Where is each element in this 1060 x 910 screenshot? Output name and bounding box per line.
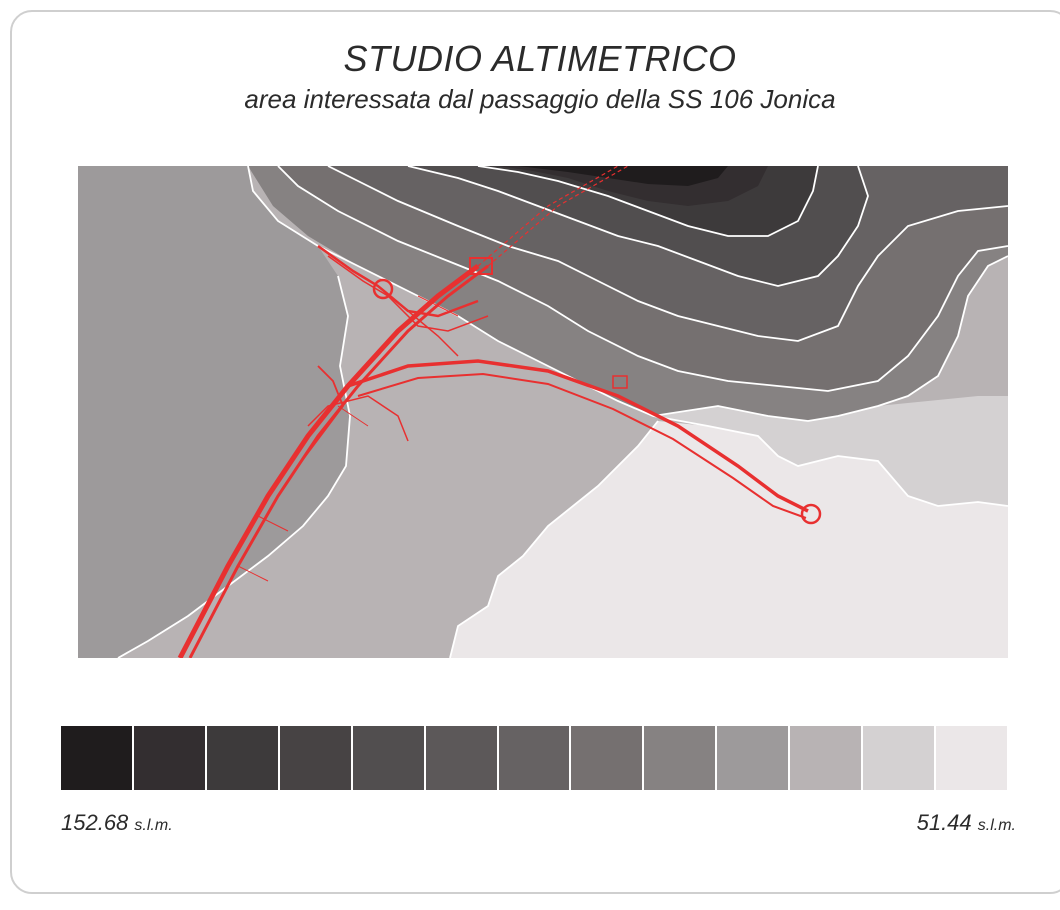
legend-swatch-1	[61, 726, 134, 790]
legend-max-label: 152.68 s.l.m.	[61, 810, 173, 836]
legend-swatch-11	[790, 726, 864, 790]
legend-swatch-3	[206, 726, 280, 790]
elevation-zone-lowest	[450, 421, 1008, 658]
legend-swatch-2	[133, 726, 207, 790]
legend-min-value: 51.44	[916, 810, 972, 835]
legend-min-unit: s.l.m.	[977, 817, 1016, 834]
legend-swatch-5	[352, 726, 426, 790]
legend-swatch-9	[644, 726, 718, 790]
legend-swatch-10	[717, 726, 791, 790]
legend-swatch-12	[863, 726, 937, 790]
elevation-map	[78, 166, 1008, 658]
legend-min-label: 51.44 s.l.m.	[866, 810, 1016, 836]
legend-swatch-6	[425, 726, 499, 790]
contour-lines	[117, 166, 1008, 658]
elevation-zone-peak	[518, 166, 728, 186]
legend-swatch-7	[498, 726, 572, 790]
legend-swatch-4	[279, 726, 353, 790]
elevation-zone-mid	[653, 396, 1008, 506]
elevation-map-svg	[78, 166, 1008, 658]
legend-max-unit: s.l.m.	[134, 817, 173, 834]
legend-max-value: 152.68	[61, 810, 129, 835]
legend-swatch-13	[936, 726, 1007, 790]
map-title: STUDIO ALTIMETRICO	[343, 38, 737, 79]
elevation-zone-west	[78, 166, 350, 658]
road-network	[177, 166, 822, 658]
map-subtitle: area interessata dal passaggio della SS …	[244, 84, 836, 114]
elevation-legend	[61, 726, 1007, 790]
legend-swatch-8	[571, 726, 645, 790]
